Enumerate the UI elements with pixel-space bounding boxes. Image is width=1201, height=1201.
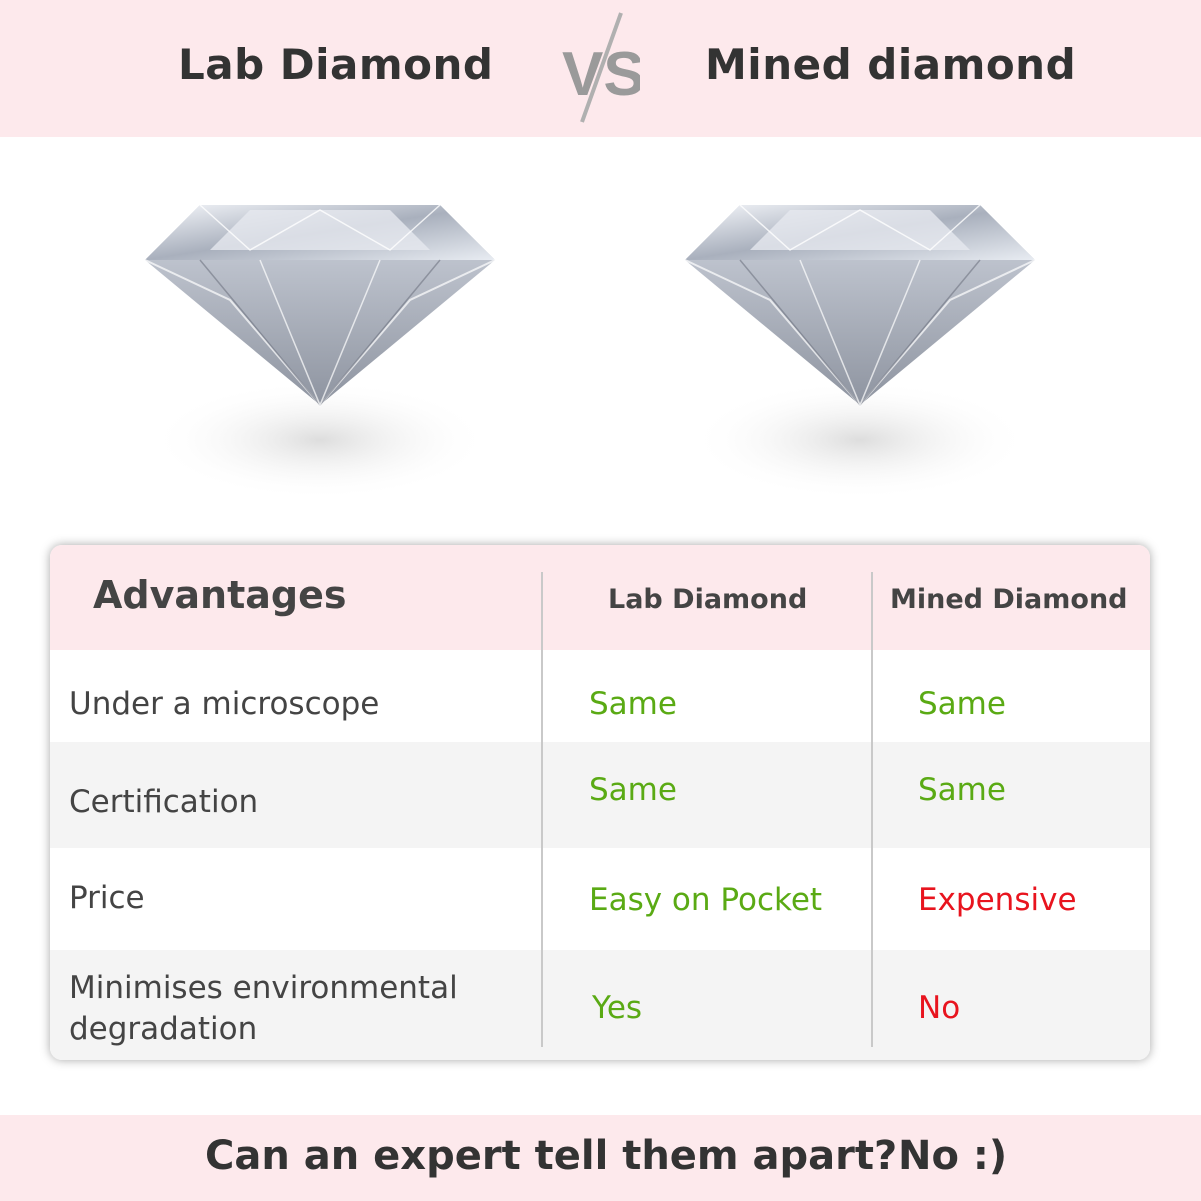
mined-value: Same: [918, 772, 1006, 808]
footer-answer: No :): [898, 1133, 1008, 1179]
row-label: Minimises environmental degradation: [69, 970, 458, 1047]
table-row: Minimises environmental degradation Yes …: [50, 950, 1150, 1060]
footer-band: [0, 1115, 1201, 1201]
lab-value: Easy on Pocket: [589, 882, 823, 918]
column-divider: [871, 572, 873, 1047]
footer-question: Can an expert tell them apart?: [205, 1133, 898, 1179]
lab-diamond-image: [144, 204, 496, 500]
table-header-row: Advantages Lab Diamond Mined Diamond: [50, 545, 1150, 650]
mined-value: No: [918, 990, 961, 1026]
comparison-table: Advantages Lab Diamond Mined Diamond Und…: [50, 545, 1150, 1060]
header-lab-diamond: Lab Diamond: [608, 584, 808, 615]
table-row: Under a microscope Same Same: [50, 650, 1150, 742]
mined-diamond-title: Mined diamond: [705, 40, 1077, 89]
vs-slash: [580, 12, 623, 123]
header-mined-diamond: Mined Diamond: [890, 584, 1128, 615]
header-band: Lab Diamond VS Mined diamond: [0, 0, 1201, 137]
column-divider: [541, 572, 543, 1047]
mined-value: Expensive: [918, 882, 1077, 918]
vs-logo: VS: [562, 12, 640, 123]
row-label: Under a microscope: [69, 686, 380, 722]
lab-value: Same: [589, 772, 677, 808]
mined-diamond-image: [684, 204, 1036, 500]
table-row: Certification Same Same: [50, 742, 1150, 848]
row-label: Price: [69, 880, 145, 916]
row-label: Certification: [69, 784, 259, 820]
mined-value: Same: [918, 686, 1006, 722]
lab-value: Same: [589, 686, 677, 722]
header-advantages: Advantages: [93, 573, 347, 617]
lab-diamond-title: Lab Diamond: [178, 40, 494, 89]
lab-value: Yes: [592, 990, 643, 1026]
table-row: Price Easy on Pocket Expensive: [50, 848, 1150, 950]
